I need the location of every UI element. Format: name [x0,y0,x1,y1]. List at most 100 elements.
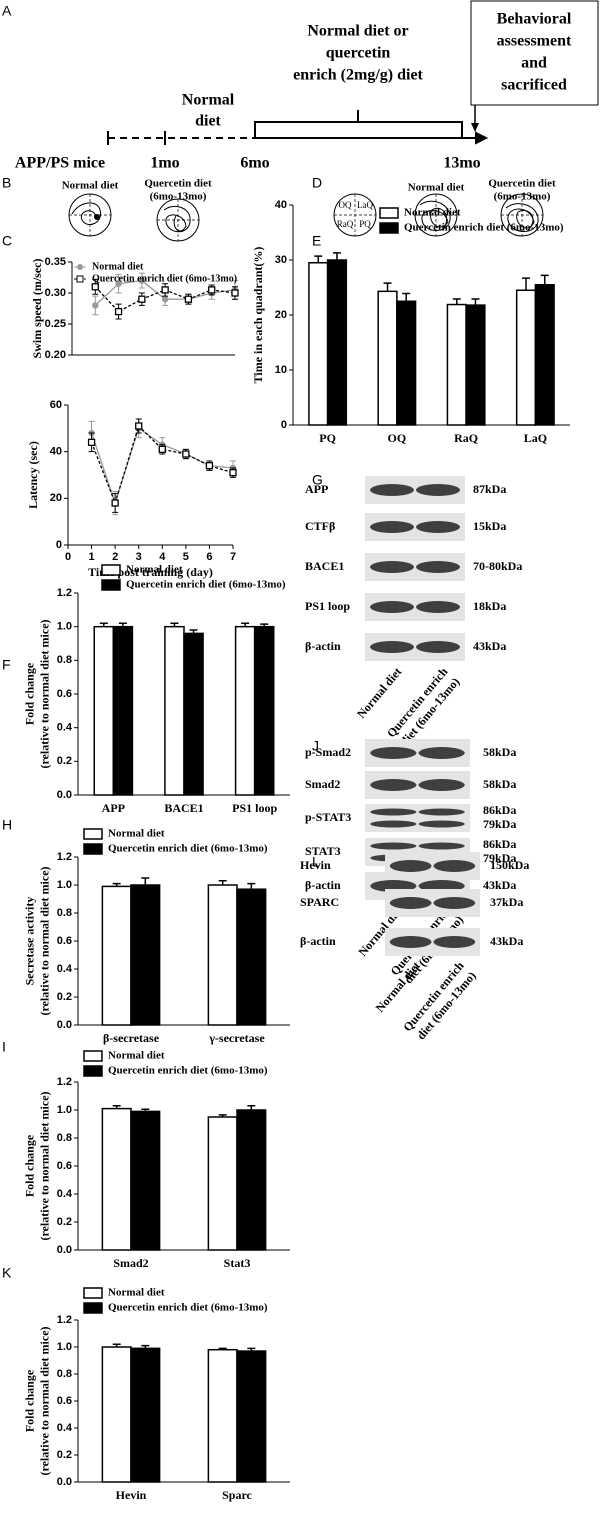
panel-label: C [2,233,12,249]
y-tick-label: 40 [275,199,287,211]
blot-band [416,484,460,496]
blot-size: 15kDa [473,519,506,533]
blot-band [416,521,460,533]
blot-size: 43kDa [483,878,516,892]
x-tick-label: LaQ [524,431,547,445]
y-tick-label: 0.0 [57,789,72,801]
blot-band [416,601,460,613]
legend-swatch [83,1287,103,1299]
legend-label: Quercetin enrich diet (6mo-13mo) [92,273,237,284]
panel-label: E [312,233,321,249]
bar [515,289,537,426]
time-label: 13mo [443,155,480,172]
y-tick-label: 1.0 [57,879,72,891]
error-bar [402,292,411,302]
blot-row-label: p-Smad2 [305,745,351,759]
legend-swatch [83,1302,103,1314]
point [208,286,216,294]
bar [207,1348,238,1483]
early-label: Normal [182,92,235,109]
x-tick-label: RaQ [454,431,478,445]
bar [164,625,185,796]
time-label: 6mo [240,155,269,172]
box-label: and [521,55,547,72]
y-axis-label: Fold change [22,1369,36,1432]
swim-path [163,206,191,233]
blot-row-label: APP [305,482,328,496]
bar [183,632,204,796]
blot-size: 18kDa [473,599,506,613]
y-tick-label: 20 [275,309,287,321]
x-tick-label: 2 [112,551,118,563]
blot-band [416,561,460,573]
blot-band [370,808,417,816]
blot-row-label: β-actin [305,878,341,892]
point [182,450,190,458]
y-axis-label: Secretase activity [22,897,36,986]
legend-label: Normal diet [126,564,183,576]
point [115,280,122,287]
x-tick-label: APP [102,801,125,815]
error-bar [471,298,480,306]
blot-size: 43kDa [473,639,506,653]
error-bar [141,877,150,885]
legend-label: Normal diet [108,1287,165,1299]
x-tick-label: Stat3 [224,1256,251,1270]
x-tick-label: 1 [89,551,95,563]
blot-band [418,842,465,850]
legend-swatch [83,1050,103,1062]
bar [236,1109,267,1251]
blot-band [418,779,465,791]
bar [130,884,161,1026]
blot-row-label: β-actin [305,639,341,653]
bar [326,259,348,426]
quadrant-label: RaQ [337,219,354,229]
bar [93,625,115,796]
blot-size: 86kDa [483,803,516,817]
blot-band [370,820,417,828]
quadrant-label: PQ [359,219,371,229]
panel-label: F [2,657,11,673]
x-tick-label: 0 [65,551,71,563]
blot-row-label: β-actin [300,934,336,948]
blot-background [365,804,470,832]
point [87,438,96,446]
panel-label: L [312,854,320,870]
blot-size: 150kDa [490,858,529,872]
y-tick-label: 0.2 [57,1449,72,1461]
y-tick-label: 0.8 [57,907,72,919]
blot-band [370,561,414,573]
box-label: Behavioral [497,11,572,28]
y-axis-label: Latency (sec) [26,441,40,509]
y-axis-label: (relative to normal diet mice) [37,1326,51,1475]
blot-band [418,820,465,828]
point [138,277,146,284]
bar [236,1350,267,1483]
x-tick-label: γ-secretase [208,1031,265,1045]
blot-size: 37kDa [490,895,523,909]
quadrant-label: LaQ [357,200,373,210]
y-tick-label: 1.2 [57,1076,72,1088]
y-tick-label: 0 [281,419,287,431]
bar [396,300,417,426]
blot-row-label: p-STAT3 [305,810,351,824]
y-axis-label: (relative to normal diet mice) [37,619,51,768]
maze-title: Quercetin diet [144,178,212,190]
blot-band [370,641,414,653]
legend-label: Quercetin enrich diet (6mo-13mo) [108,1302,268,1314]
bar [534,284,555,426]
maze-title: Normal diet [408,182,465,194]
panel-label: G [312,472,323,488]
error-bar [314,255,323,263]
maze-title: (6mo-13mo) [150,191,207,203]
blot-size: 70-80kDa [473,559,522,573]
panel-label: I [2,1039,6,1055]
legend-swatch [379,207,399,219]
y-tick-label: 0.0 [57,1476,72,1488]
quadrant-lines [69,194,543,241]
blot-band [416,641,460,653]
legend-marker [77,264,83,270]
bar [101,1107,132,1251]
y-tick-label: 0.8 [57,654,72,666]
y-tick-label: 1.0 [57,621,72,633]
